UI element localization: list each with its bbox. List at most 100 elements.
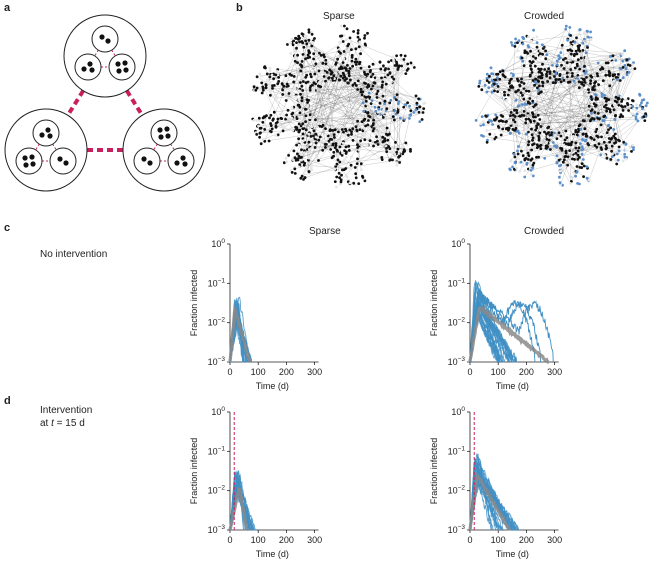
network-node bbox=[391, 151, 394, 155]
network-edge bbox=[282, 48, 356, 84]
network-node bbox=[369, 69, 372, 72]
network-node bbox=[338, 78, 341, 82]
network-edge bbox=[257, 76, 336, 130]
network-node bbox=[495, 72, 498, 76]
network-node bbox=[388, 65, 392, 69]
network-edge bbox=[486, 105, 647, 131]
network-node bbox=[396, 109, 400, 113]
network-edge bbox=[390, 102, 408, 160]
network-node bbox=[377, 107, 381, 111]
network-node bbox=[348, 36, 352, 40]
network-node bbox=[554, 78, 558, 81]
network-node bbox=[324, 79, 327, 83]
network-node bbox=[293, 156, 297, 160]
network-node bbox=[327, 76, 331, 80]
network-node bbox=[412, 66, 416, 69]
network-node bbox=[539, 143, 543, 147]
network-node bbox=[601, 79, 605, 83]
network-node bbox=[356, 79, 360, 83]
network-node bbox=[585, 165, 589, 169]
network-node bbox=[402, 105, 406, 109]
network-node bbox=[576, 58, 580, 62]
network-node bbox=[510, 43, 514, 47]
network-node bbox=[608, 55, 612, 58]
network-node bbox=[350, 55, 354, 59]
network-node bbox=[531, 60, 535, 63]
network-edge bbox=[344, 73, 400, 170]
network-node bbox=[343, 149, 346, 152]
network-node bbox=[395, 54, 398, 58]
network-node bbox=[644, 104, 648, 108]
network-node bbox=[480, 134, 483, 137]
network-edge bbox=[357, 131, 359, 145]
network-node bbox=[340, 173, 343, 177]
network-node bbox=[596, 74, 600, 78]
network-node bbox=[557, 54, 560, 57]
person-dot bbox=[147, 160, 153, 166]
network-node bbox=[403, 115, 407, 119]
network-edge bbox=[540, 118, 637, 124]
network-node bbox=[399, 96, 403, 100]
network-node bbox=[526, 52, 529, 55]
network-node bbox=[380, 76, 383, 80]
network-node bbox=[595, 134, 599, 138]
network-node bbox=[558, 181, 562, 185]
network-node bbox=[403, 149, 406, 153]
y-tick-base: 10 bbox=[208, 525, 218, 535]
network-edge bbox=[569, 56, 634, 115]
network-node bbox=[316, 122, 320, 126]
network-node bbox=[620, 100, 623, 103]
network-node bbox=[261, 120, 265, 124]
network-node bbox=[265, 72, 269, 76]
network-node bbox=[359, 66, 363, 70]
network-node bbox=[610, 149, 613, 153]
network-node bbox=[593, 67, 597, 71]
network-node bbox=[603, 64, 606, 68]
network-node bbox=[343, 24, 346, 28]
network-node bbox=[612, 108, 616, 112]
network-node bbox=[333, 130, 337, 134]
network-node bbox=[487, 86, 491, 90]
network-node bbox=[368, 126, 371, 130]
network-node bbox=[299, 92, 302, 96]
network-node bbox=[534, 115, 537, 119]
network-node bbox=[287, 87, 291, 91]
mean-trace bbox=[228, 486, 249, 531]
network-node bbox=[388, 132, 391, 136]
network-node bbox=[602, 140, 606, 144]
network-node bbox=[560, 63, 563, 67]
network-node bbox=[606, 61, 610, 65]
network-node bbox=[299, 124, 303, 128]
network-node bbox=[361, 78, 364, 82]
network-node bbox=[596, 66, 600, 70]
network-node bbox=[334, 165, 338, 168]
person-dot bbox=[123, 67, 129, 73]
network-node bbox=[529, 49, 532, 53]
network-node bbox=[592, 95, 596, 98]
network-node bbox=[359, 69, 363, 73]
x-tick-label: 300 bbox=[307, 535, 322, 545]
network-node bbox=[333, 180, 337, 184]
network-node bbox=[516, 77, 519, 81]
network-node bbox=[565, 61, 569, 65]
network-node bbox=[361, 48, 364, 52]
network-node bbox=[574, 146, 578, 150]
epidemic-traces bbox=[468, 453, 519, 532]
row-label-intervention-suffix: = 15 d bbox=[53, 418, 85, 429]
person-dot bbox=[165, 133, 171, 139]
network-node bbox=[635, 106, 639, 110]
network-node bbox=[580, 152, 584, 156]
network-node bbox=[395, 60, 398, 64]
network-node bbox=[354, 57, 358, 61]
network-node bbox=[514, 126, 518, 130]
network-node bbox=[402, 63, 406, 67]
y-tick-exponent: −2 bbox=[458, 317, 466, 324]
network-edge bbox=[336, 155, 400, 165]
network-node bbox=[312, 116, 316, 119]
network-node bbox=[589, 74, 593, 78]
network-node bbox=[608, 140, 611, 144]
network-node bbox=[369, 75, 373, 79]
network-node bbox=[623, 64, 627, 67]
network-node bbox=[409, 113, 413, 117]
